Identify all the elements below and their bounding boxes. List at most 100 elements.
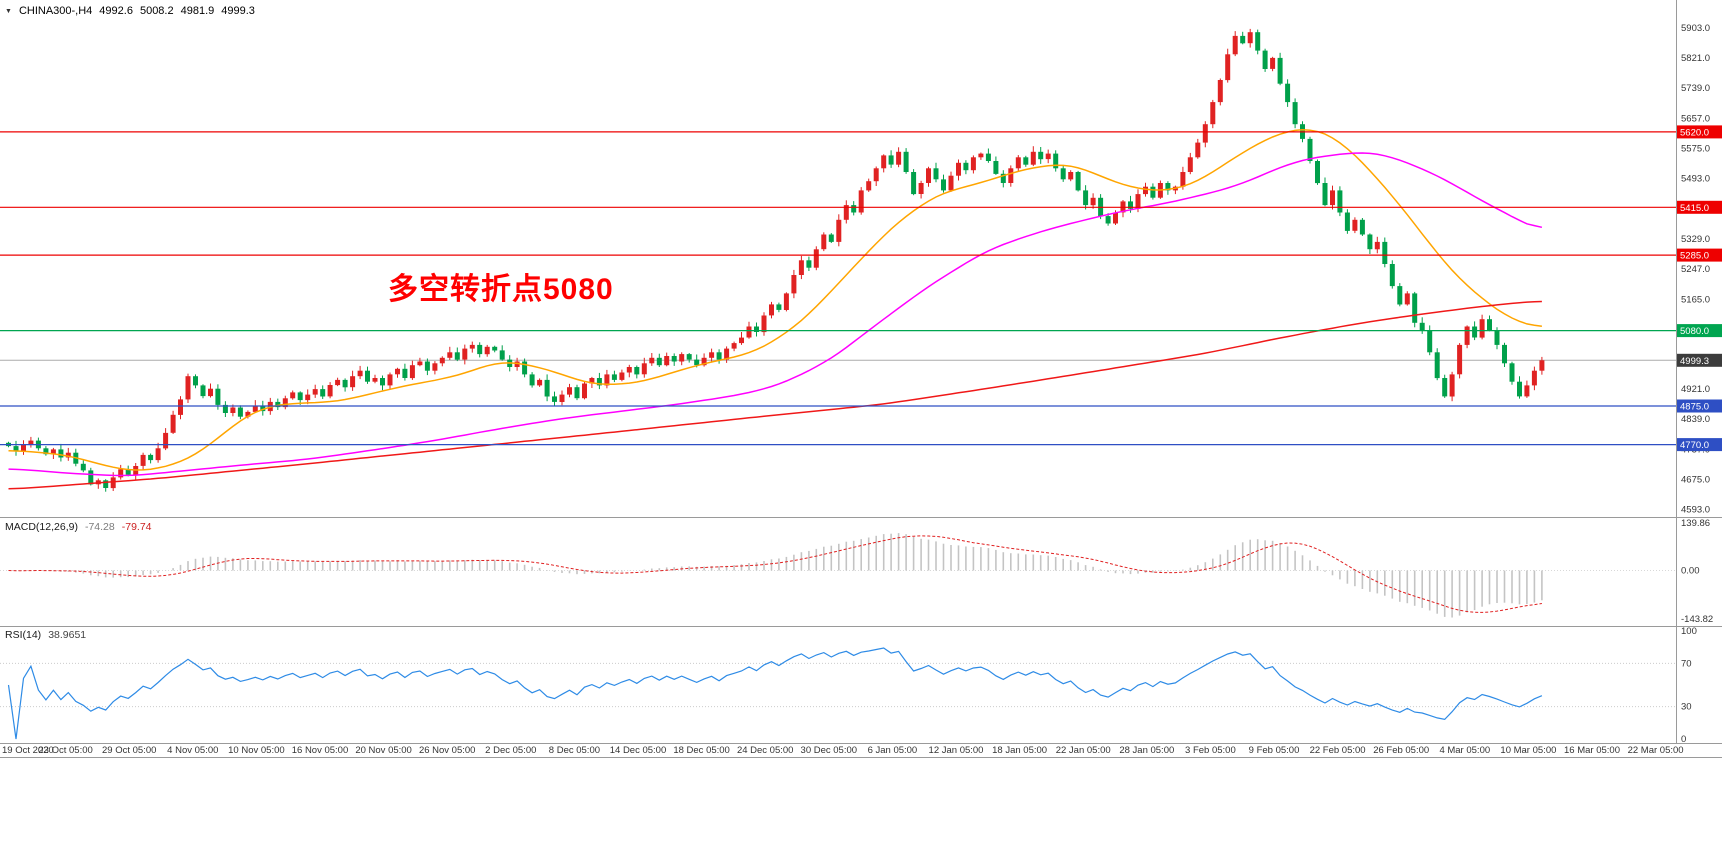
low-value: 4981.9 [180,5,215,17]
candle [1210,102,1216,125]
candle [1412,293,1418,323]
candle [1232,35,1238,55]
candle [970,157,976,171]
candle [237,407,243,417]
price-badge-5620: 5620.0 [1677,125,1722,139]
ma-line-slow [8,300,1542,490]
candle [1509,363,1515,382]
candle [1008,168,1014,183]
candle [1090,197,1096,206]
candle [754,326,759,332]
candle [178,399,183,415]
candle [469,344,475,349]
candle [208,388,213,397]
candle [537,379,543,386]
svg-text:18 Dec 05:00: 18 Dec 05:00 [673,745,730,756]
candle [634,367,640,375]
candle [1270,57,1276,69]
rsi-axis[interactable]: 100 70 30 0 [1681,626,1697,745]
candle [1307,138,1313,161]
svg-text:5165.0: 5165.0 [1681,294,1710,305]
svg-text:5903.0: 5903.0 [1681,23,1710,34]
candle [626,367,632,373]
candle [65,452,71,458]
rsi-value: 38.9651 [48,629,87,641]
candle [1128,201,1133,209]
candle [28,440,34,445]
svg-text:5620.0: 5620.0 [1680,127,1709,138]
svg-text:2 Dec 05:00: 2 Dec 05:00 [485,745,536,756]
candle [866,181,872,191]
candle [1000,173,1006,183]
svg-text:8 Dec 05:00: 8 Dec 05:00 [549,745,600,756]
candle [552,396,557,402]
candle [125,469,131,475]
candle [641,363,647,375]
candle [88,470,94,485]
candle [956,162,961,176]
svg-text:9 Feb 05:00: 9 Feb 05:00 [1249,745,1300,756]
candle [230,407,236,413]
candle [604,374,610,386]
candle [1105,216,1111,224]
candle [1434,352,1440,379]
candle [312,389,318,395]
candle [155,448,161,461]
svg-text:10 Nov 05:00: 10 Nov 05:00 [228,745,285,756]
candle [215,388,221,405]
candle [1330,190,1335,206]
level-lines[interactable] [0,131,1676,446]
svg-text:6 Jan 05:00: 6 Jan 05:00 [868,745,918,756]
candle [245,411,251,417]
candle [776,304,782,310]
candle [948,175,954,191]
candle [1285,83,1291,103]
candle [858,190,864,213]
candle [1404,293,1410,305]
candle [43,448,49,455]
candle [80,463,86,471]
svg-text:4675.0: 4675.0 [1681,475,1710,486]
svg-text:4 Nov 05:00: 4 Nov 05:00 [167,745,218,756]
candle [873,168,879,182]
close-value: 4999.3 [221,5,255,17]
candle [484,346,490,355]
candle [828,234,834,242]
candle [963,162,969,171]
svg-text:30: 30 [1681,702,1692,713]
candle [1143,186,1148,195]
candle [1165,183,1171,191]
candle [290,392,296,399]
candle [529,374,535,386]
candle [1494,330,1500,345]
candle [1419,322,1425,331]
quick-trade-triangle-icon[interactable]: ▼ [5,7,12,15]
candle [1255,32,1261,51]
candle [350,376,356,388]
svg-text:26 Nov 05:00: 26 Nov 05:00 [419,745,476,756]
candle [761,315,767,333]
candle [679,354,685,362]
svg-text:5415.0: 5415.0 [1680,203,1709,214]
svg-text:16 Mar 05:00: 16 Mar 05:00 [1564,745,1620,756]
candle [746,326,752,338]
candle [58,449,64,458]
candle [260,405,266,412]
candle [1479,319,1485,338]
annotation-text: 多空转折点5080 [388,273,614,306]
candle [380,378,385,386]
svg-text:4921.0: 4921.0 [1681,384,1710,395]
macd-axis[interactable]: 139.86 0.00 -143.82 [1681,518,1713,625]
candle [439,357,445,364]
candle [409,365,415,379]
ohlc-header: ▼ CHINA300-,H4 4992.6 5008.2 4981.9 4999… [5,5,255,17]
svg-text:22 Feb 05:00: 22 Feb 05:00 [1310,745,1366,756]
rsi-line [7,647,1543,740]
candle [649,357,655,364]
candle [821,234,827,250]
candle [1247,32,1253,44]
candle [724,348,730,360]
candle [813,249,819,268]
